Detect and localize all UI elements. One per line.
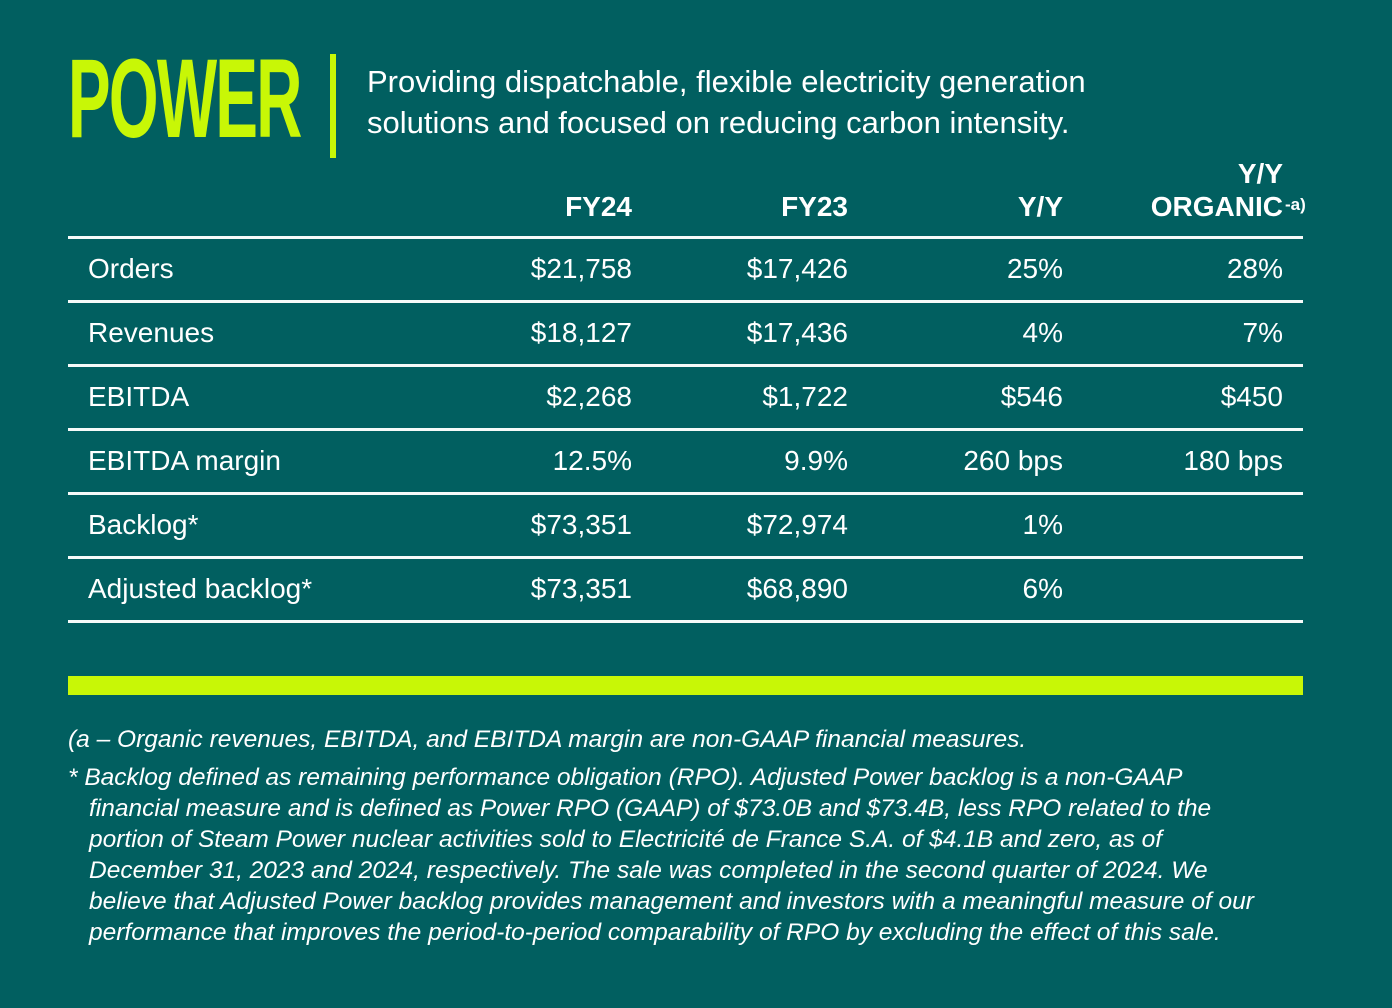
column-header-metric xyxy=(68,150,423,237)
table-row-adjusted-backlog: Adjusted backlog* $73,351 $68,890 6% xyxy=(68,557,1303,621)
footnotes-section: (a – Organic revenues, EBITDA, and EBITD… xyxy=(68,724,1388,948)
slide-header: POWER Providing dispatchable, flexible e… xyxy=(68,43,1086,158)
column-header-fy24: FY24 xyxy=(565,190,632,222)
yy-organic-value xyxy=(1068,493,1303,557)
yy-value: 260 bps xyxy=(963,445,1063,476)
footnote-a: (a – Organic revenues, EBITDA, and EBITD… xyxy=(68,726,1027,753)
lime-accent-bar xyxy=(68,676,1303,695)
fy24-value: $21,758 xyxy=(530,253,632,284)
financials-table: FY24 FY23 Y/Y Y/Y ORGANIC -a) Orders $21,… xyxy=(68,150,1306,623)
yy-organic-value: 7% xyxy=(1242,317,1283,348)
column-header-fy23: FY23 xyxy=(781,190,848,222)
segment-description: Providing dispatchable, flexible electri… xyxy=(367,64,1086,140)
column-header-yy-organic: Y/Y ORGANIC -a) xyxy=(1068,150,1306,237)
row-label: Backlog* xyxy=(88,509,199,540)
yy-value: 25% xyxy=(1006,253,1063,284)
table-row-ebitda: EBITDA $2,268 $1,722 $546 $450 xyxy=(68,365,1303,429)
fy23-value: $72,974 xyxy=(746,509,848,540)
yy-organic-line1: Y/Y xyxy=(1237,157,1283,189)
yy-organic-line2: ORGANIC -a) xyxy=(1068,190,1306,223)
fy24-value: 12.5% xyxy=(552,445,632,476)
fy24-value: $73,351 xyxy=(530,509,632,540)
row-label: EBITDA xyxy=(88,381,190,412)
yy-organic-value: 180 bps xyxy=(1183,445,1283,476)
row-label: Adjusted backlog* xyxy=(88,573,313,604)
segment-title-wrap: POWER xyxy=(68,43,330,158)
segment-title: POWER xyxy=(68,36,302,161)
footnote-a-marker: -a) xyxy=(1285,194,1306,214)
table-row-backlog: Backlog* $73,351 $72,974 1% xyxy=(68,493,1303,557)
fy23-value: $17,436 xyxy=(746,317,848,348)
table-row-orders: Orders $21,758 $17,426 25% 28% xyxy=(68,237,1303,301)
footnote-backlog: * Backlog defined as remaining performan… xyxy=(68,764,1254,946)
row-label: EBITDA margin xyxy=(88,445,281,476)
yy-value: 4% xyxy=(1022,317,1063,348)
yy-value: 1% xyxy=(1022,509,1063,540)
row-label: Revenues xyxy=(88,317,215,348)
column-header-yy: Y/Y xyxy=(1017,190,1063,222)
row-label: Orders xyxy=(88,253,174,284)
fy24-value: $2,268 xyxy=(546,381,632,412)
yy-organic-value xyxy=(1068,557,1303,621)
fy23-value: 9.9% xyxy=(784,445,848,476)
table-row-revenues: Revenues $18,127 $17,436 4% 7% xyxy=(68,301,1303,365)
table-row-ebitda-margin: EBITDA margin 12.5% 9.9% 260 bps 180 bps xyxy=(68,429,1303,493)
title-divider-bar xyxy=(330,54,336,158)
fy23-value: $1,722 xyxy=(762,381,848,412)
fy23-value: $17,426 xyxy=(746,253,848,284)
yy-value: $546 xyxy=(1000,381,1063,412)
fy24-value: $18,127 xyxy=(530,317,632,348)
yy-organic-value: 28% xyxy=(1226,253,1283,284)
table-header-row: FY24 FY23 Y/Y Y/Y ORGANIC -a) xyxy=(68,150,1306,237)
yy-value: 6% xyxy=(1022,573,1063,604)
fy23-value: $68,890 xyxy=(746,573,848,604)
fy24-value: $73,351 xyxy=(530,573,632,604)
yy-organic-value: $450 xyxy=(1220,381,1283,412)
